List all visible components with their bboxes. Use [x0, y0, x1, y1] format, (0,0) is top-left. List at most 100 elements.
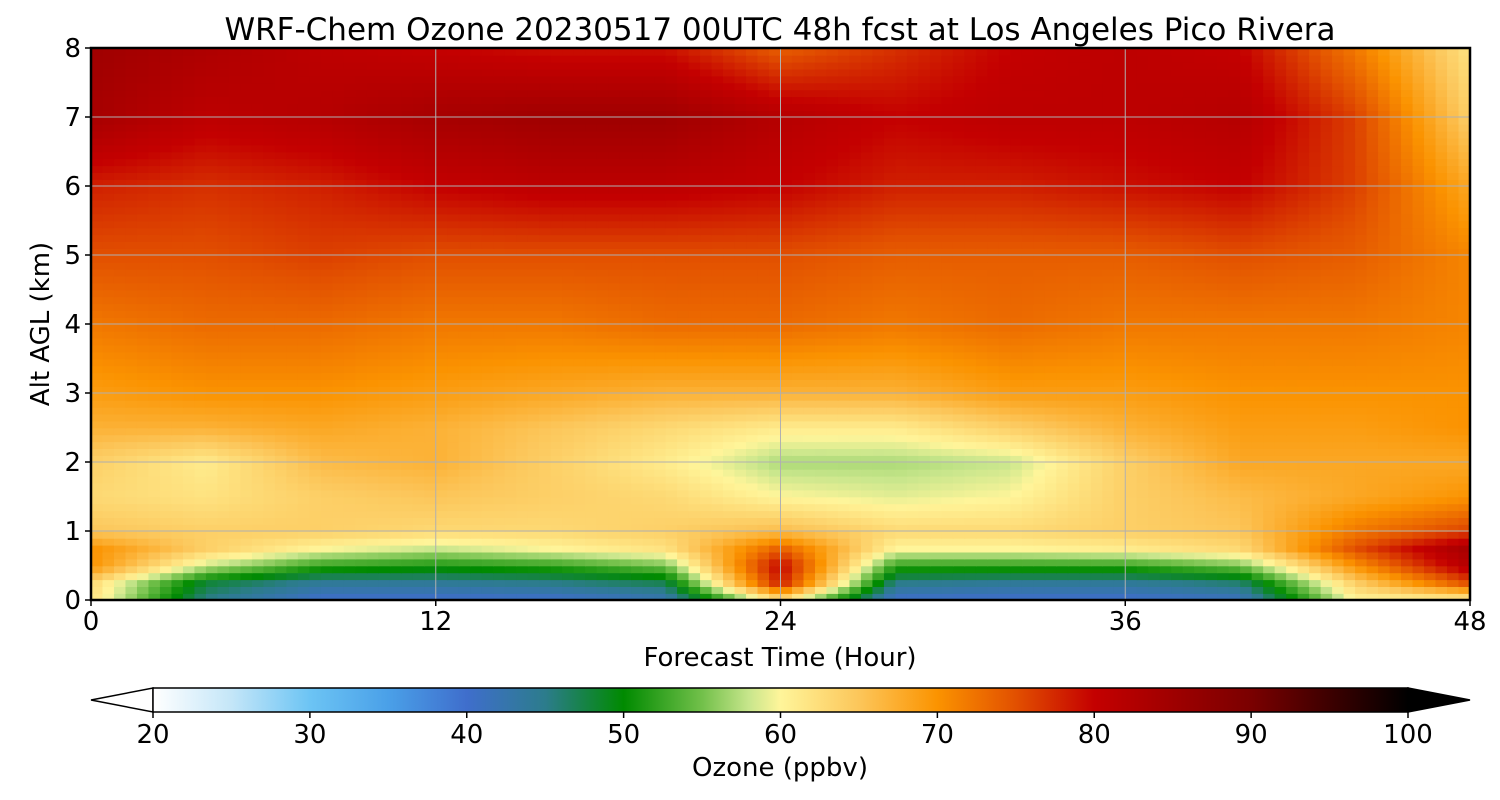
- heatmap-cell: [332, 317, 345, 325]
- heatmap-cell: [562, 406, 575, 415]
- heatmap-cell: [1021, 496, 1035, 505]
- heatmap-cell: [389, 310, 403, 318]
- heatmap-cell: [1194, 537, 1207, 546]
- heatmap-cell: [975, 393, 989, 401]
- heatmap-cell: [1217, 372, 1230, 380]
- heatmap-cell: [1044, 475, 1058, 484]
- heatmap-cell: [401, 517, 414, 525]
- heatmap-cell: [860, 572, 874, 581]
- heatmap-cell: [1274, 351, 1287, 360]
- heatmap-cell: [1159, 510, 1173, 518]
- heatmap-cell: [1125, 468, 1138, 477]
- heatmap-cell: [1021, 406, 1035, 415]
- heatmap-cell: [872, 551, 885, 560]
- heatmap-cell: [1171, 317, 1184, 325]
- heatmap-cell: [1320, 420, 1333, 429]
- heatmap-cell: [1194, 448, 1207, 456]
- heatmap-cell: [228, 455, 242, 463]
- heatmap-cell: [1044, 524, 1058, 532]
- heatmap-cell: [573, 372, 586, 380]
- heatmap-cell: [1320, 337, 1333, 346]
- heatmap-cell: [286, 468, 299, 477]
- heatmap-cell: [148, 317, 161, 325]
- heatmap-cell: [849, 489, 862, 498]
- heatmap-cell: [1343, 579, 1356, 587]
- heatmap-cell: [1263, 406, 1276, 415]
- heatmap-cell: [493, 579, 506, 587]
- heatmap-cell: [527, 455, 540, 463]
- heatmap-cell: [1401, 537, 1414, 546]
- heatmap-cell: [1113, 489, 1127, 498]
- heatmap-cell: [355, 310, 368, 318]
- heatmap-cell: [1044, 462, 1058, 470]
- heatmap-cell: [1079, 496, 1092, 505]
- heatmap-cell: [1389, 517, 1402, 525]
- heatmap-cell: [642, 330, 655, 339]
- heatmap-cell: [596, 337, 609, 346]
- heatmap-cell: [1171, 406, 1184, 415]
- heatmap-cell: [1309, 393, 1322, 401]
- heatmap-cell: [1412, 344, 1425, 353]
- heatmap-cell: [378, 317, 391, 325]
- heatmap-cell: [378, 393, 391, 401]
- heatmap-cell: [504, 510, 517, 518]
- heatmap-cell: [872, 468, 885, 477]
- heatmap-cell: [1113, 406, 1127, 415]
- heatmap-cell: [757, 365, 770, 374]
- heatmap-cell: [941, 544, 954, 553]
- heatmap-cell: [1401, 496, 1414, 505]
- heatmap-cell: [677, 393, 690, 401]
- heatmap-cell: [872, 434, 885, 443]
- heatmap-cell: [539, 358, 552, 367]
- heatmap-cell: [527, 537, 540, 546]
- heatmap-cell: [941, 565, 954, 574]
- heatmap-cell: [562, 379, 575, 387]
- heatmap-cell: [504, 393, 517, 401]
- heatmap-cell: [1320, 524, 1333, 532]
- heatmap-cell: [1366, 427, 1379, 436]
- heatmap-cell: [263, 351, 276, 360]
- heatmap-cell: [906, 489, 920, 498]
- heatmap-cell: [481, 427, 495, 436]
- heatmap-cell: [573, 358, 586, 367]
- heatmap-cell: [1159, 399, 1173, 408]
- heatmap-cell: [723, 351, 736, 360]
- heatmap-cell: [631, 565, 644, 574]
- heatmap-cell: [1447, 427, 1460, 436]
- heatmap-cell: [516, 544, 529, 553]
- heatmap-cell: [769, 344, 782, 353]
- heatmap-cell: [194, 579, 207, 587]
- heatmap-cell: [470, 455, 483, 463]
- heatmap-cell: [1079, 344, 1092, 353]
- heatmap-cell: [906, 468, 920, 477]
- heatmap-cell: [389, 455, 403, 463]
- heatmap-cell: [102, 489, 115, 498]
- heatmap-cell: [1240, 565, 1253, 574]
- heatmap-cell: [585, 468, 598, 477]
- heatmap-cell: [619, 586, 632, 594]
- heatmap-cell: [458, 386, 472, 394]
- heatmap-cell: [274, 489, 288, 498]
- heatmap-cell: [1274, 372, 1287, 380]
- heatmap-cell: [1113, 455, 1127, 463]
- heatmap-cell: [1320, 324, 1333, 332]
- heatmap-cell: [1240, 441, 1253, 449]
- heatmap-cell: [573, 379, 586, 387]
- heatmap-cell: [493, 586, 506, 594]
- heatmap-cell: [263, 386, 276, 394]
- heatmap-cell: [171, 393, 184, 401]
- heatmap-cell: [964, 551, 977, 560]
- heatmap-cell: [1389, 406, 1402, 415]
- heatmap-cell: [1033, 544, 1046, 553]
- heatmap-cell: [1056, 406, 1069, 415]
- heatmap-cell: [320, 399, 334, 408]
- heatmap-cell: [263, 372, 276, 380]
- heatmap-cell: [228, 448, 242, 456]
- heatmap-cell: [401, 337, 414, 346]
- heatmap-cell: [929, 551, 943, 560]
- heatmap-cell: [677, 399, 690, 408]
- heatmap-cell: [872, 558, 885, 567]
- heatmap-cell: [1355, 406, 1368, 415]
- heatmap-cell: [1079, 510, 1092, 518]
- heatmap-cell: [1286, 441, 1299, 449]
